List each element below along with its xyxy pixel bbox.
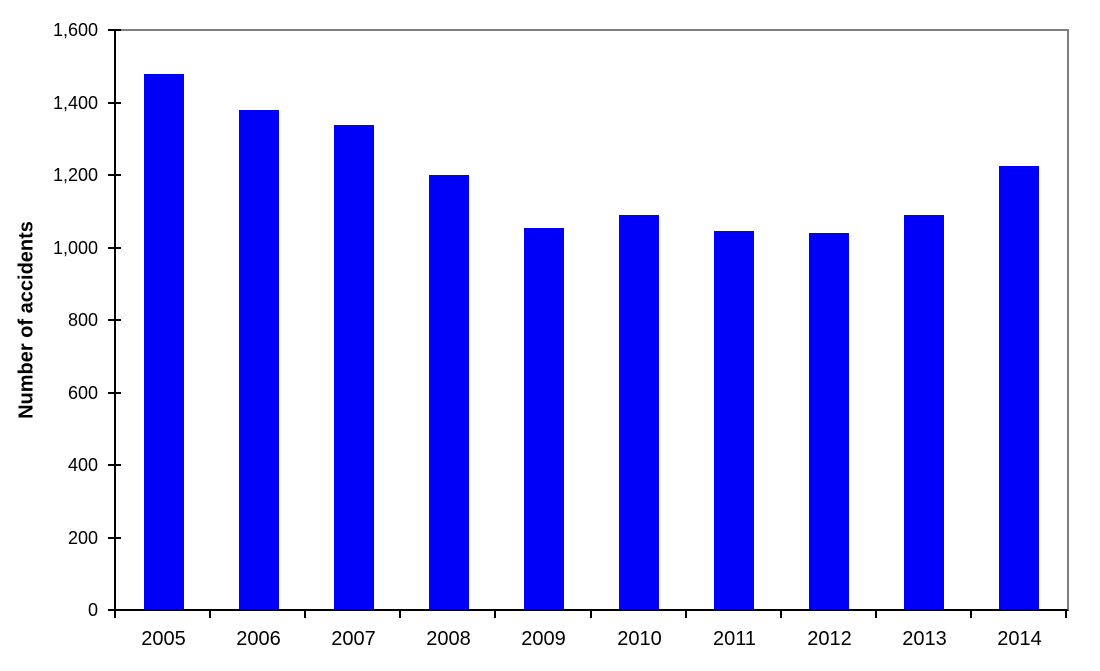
x-tick-label-2007: 2007 [331,628,376,650]
y-tick-600 [108,392,121,394]
x-tick-6 [685,610,687,618]
y-tick-400 [108,464,121,466]
y-tick-label-0: 0 [87,600,98,620]
x-tick-8 [875,610,877,618]
bar-2005 [144,74,184,609]
y-tick-label-1400: 1,400 [52,93,98,113]
y-tick-label-1200: 1,200 [52,165,98,185]
x-tick-label-2008: 2008 [426,628,471,650]
bar-2012 [809,233,849,609]
x-tick-label-2014: 2014 [997,628,1042,650]
y-tick-label-400: 400 [67,455,98,475]
y-tick-label-200: 200 [67,528,98,548]
y-tick-label-600: 600 [67,383,98,403]
x-tick-label-2005: 2005 [141,628,186,650]
bar-2009 [524,228,564,609]
y-tick-200 [108,537,121,539]
x-tick-label-2010: 2010 [617,628,662,650]
x-tick-3 [399,610,401,618]
x-tick-2 [304,610,306,618]
y-tick-800 [108,319,121,321]
plot-area [114,29,1069,611]
y-tick-1000 [108,247,121,249]
y-tick-label-1600: 1,600 [52,20,98,40]
x-tick-label-2006: 2006 [236,628,281,650]
y-tick-1400 [108,102,121,104]
x-tick-10 [1065,610,1067,618]
x-tick-1 [209,610,211,618]
bar-2011 [714,231,754,609]
x-tick-label-2011: 2011 [712,628,756,650]
bar-2013 [904,215,944,609]
bar-2008 [429,175,469,609]
y-tick-1200 [108,174,121,176]
bar-2010 [619,215,659,609]
bar-2014 [999,166,1039,609]
y-tick-label-1000: 1,000 [52,238,98,258]
x-tick-7 [780,610,782,618]
x-tick-5 [590,610,592,618]
bar-2007 [334,125,374,609]
y-tick-label-800: 800 [67,310,98,330]
x-tick-label-2009: 2009 [521,628,566,650]
x-tick-label-2012: 2012 [807,628,852,650]
bar-2006 [239,110,279,609]
x-tick-9 [970,610,972,618]
x-tick-label-2013: 2013 [902,628,947,650]
x-tick-4 [494,610,496,618]
y-tick-1600 [108,29,121,31]
x-tick-0 [114,610,116,618]
